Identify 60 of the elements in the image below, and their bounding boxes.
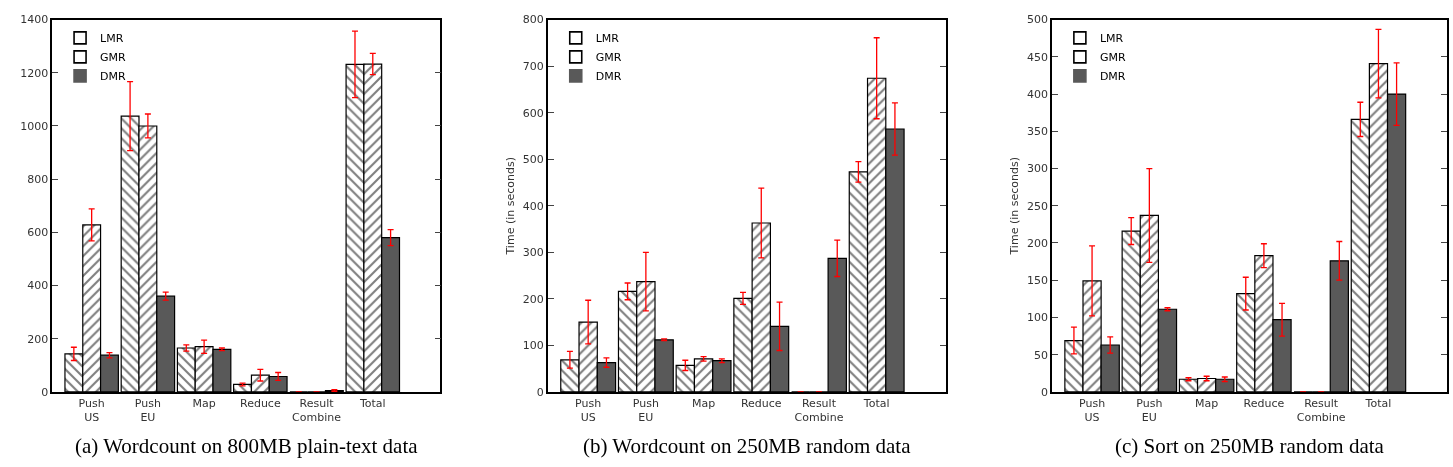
y-tick-label: 700 <box>522 60 544 73</box>
x-tick-label: Map <box>1195 396 1219 410</box>
y-tick-label: 1400 <box>20 13 49 27</box>
y-tick-label: 350 <box>1027 125 1049 139</box>
y-tick-label: 800 <box>522 13 544 27</box>
y-tick-label: 1000 <box>20 119 49 133</box>
legend-label: LMR <box>1099 32 1124 46</box>
x-tick-label: Map <box>192 396 216 410</box>
text: (b) Wordcount on 250MB random data <box>583 434 912 458</box>
legend-label: GMR <box>1099 51 1126 65</box>
legend-label: GMR <box>100 51 127 65</box>
text: (c) Sort on 250MB random data <box>1115 434 1385 458</box>
y-tick-label: 300 <box>522 246 544 260</box>
legend-label: LMR <box>595 32 620 46</box>
y-tick-label: 300 <box>1027 162 1049 176</box>
legend-label: LMR <box>100 32 124 46</box>
y-tick-label: 450 <box>1027 50 1049 64</box>
y-tick-label: 200 <box>27 332 49 346</box>
y-tick-label: 500 <box>1027 13 1049 27</box>
x-tick-label: Push EU <box>632 396 659 425</box>
y-tick-label: 400 <box>1027 87 1049 101</box>
y-tick-label: 0 <box>536 385 544 399</box>
x-tick-label: Total <box>862 396 890 410</box>
y-tick-label: 800 <box>27 173 49 187</box>
x-tick-label: Reduce <box>1243 396 1285 410</box>
y-tick-label: 100 <box>1027 311 1049 325</box>
x-tick-label: Push US <box>1079 396 1106 425</box>
x-tick-label: Total <box>1364 396 1392 410</box>
y-tick-label: 0 <box>41 385 49 399</box>
x-tick-label: Push EU <box>134 396 161 425</box>
y-tick-label: 600 <box>522 106 544 120</box>
x-tick-label: Reduce <box>740 396 782 410</box>
y-tick-label: 1200 <box>20 66 49 80</box>
y-tick-label: 400 <box>522 199 544 213</box>
y-tick-label: 150 <box>1027 274 1049 288</box>
y-tick-label: 400 <box>27 279 49 293</box>
y-axis-title: Time (in seconds) <box>1008 157 1022 256</box>
legend-label: GMR <box>595 51 622 65</box>
text: (a) Wordcount on 800MB plain-text data <box>75 434 419 458</box>
y-tick-label: 50 <box>1034 348 1049 362</box>
x-tick-label: Push US <box>78 396 105 425</box>
x-tick-label: Reduce <box>239 396 281 410</box>
x-tick-label: Map <box>691 396 716 410</box>
x-tick-label: Total <box>358 396 386 410</box>
legend-label: DMR <box>1099 70 1126 84</box>
x-tick-label: Result Combine <box>292 396 342 425</box>
x-tick-label: Push EU <box>1136 396 1163 425</box>
y-tick-label: 500 <box>522 153 544 167</box>
y-tick-label: 250 <box>1027 199 1049 213</box>
legend-label: DMR <box>100 70 127 84</box>
y-tick-label: 600 <box>27 226 49 240</box>
y-tick-label: 0 <box>1041 385 1049 399</box>
y-axis-title: Time (in seconds) <box>503 157 517 256</box>
y-tick-label: 200 <box>522 292 544 306</box>
legend-label: DMR <box>595 70 622 84</box>
x-tick-label: Result Combine <box>1296 396 1346 425</box>
y-tick-label: 200 <box>1027 236 1049 250</box>
x-tick-label: Result Combine <box>794 396 844 425</box>
x-tick-label: Push US <box>575 396 602 425</box>
y-tick-label: 100 <box>522 339 544 353</box>
